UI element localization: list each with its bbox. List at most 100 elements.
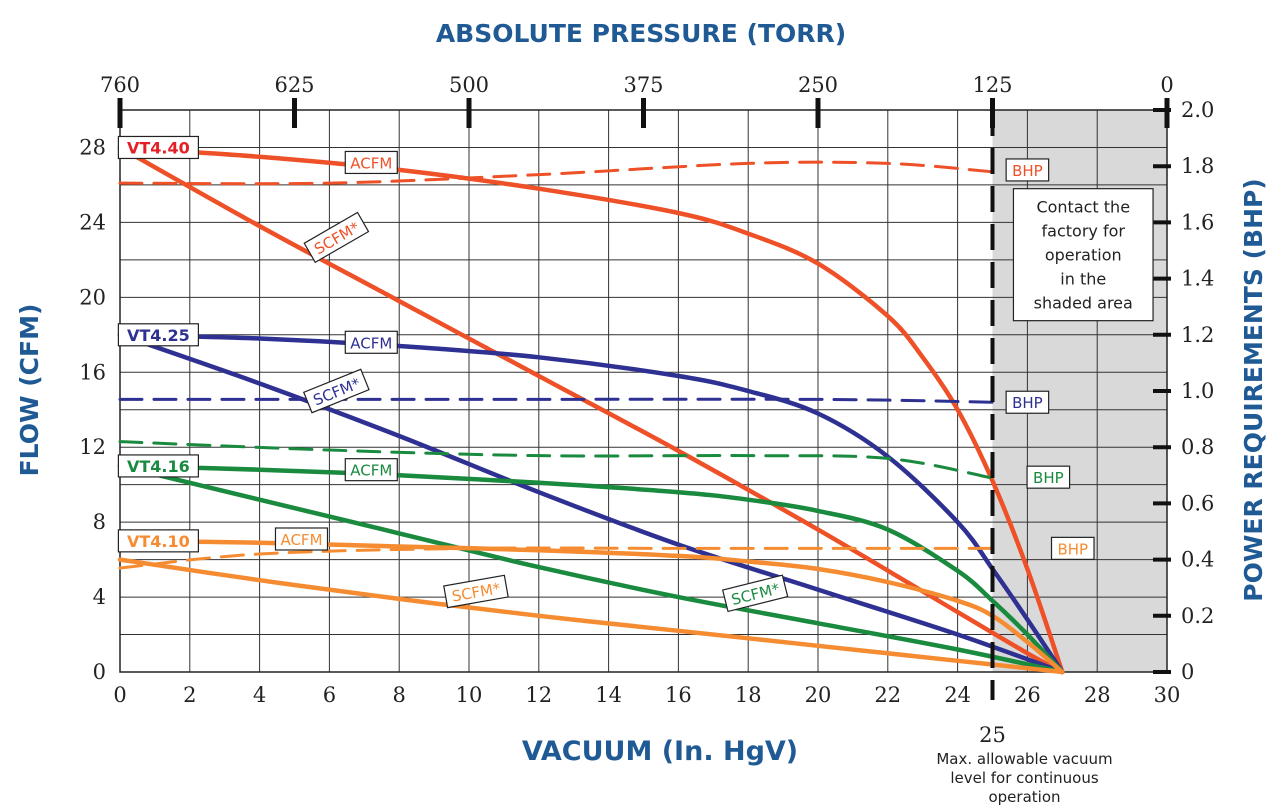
series-VT425-bhp (118, 397, 994, 404)
x-tick-label: 24 (944, 683, 971, 707)
curve-label: BHP (1012, 162, 1043, 180)
curve-label-box (302, 368, 370, 414)
curve-label-box (344, 150, 398, 175)
y2-tick-label: 1.6 (1181, 210, 1214, 234)
shaded-note-line: Contact the (1036, 198, 1130, 217)
curve-label-group: SCFM* (303, 211, 370, 264)
curve-label: BHP (1012, 394, 1043, 412)
series-VT425-acfm (117, 332, 1065, 675)
shaded-note-line: shaded area (1034, 294, 1133, 313)
curve-label-group: BHP (1050, 536, 1095, 560)
curve-labels: VT4.40 VT4.25 VT4.16 VT4.10 ACFM SCFM* BHP ACFM… (117, 135, 1095, 613)
y2-tick-label: 0.2 (1181, 604, 1214, 628)
y2-tick-label: 0.8 (1181, 435, 1214, 459)
series-VT440-bhp (118, 160, 994, 186)
top-tick-label: 625 (274, 73, 314, 97)
model-label-box (117, 323, 199, 347)
curve-label-group: SCFM* (302, 368, 370, 414)
x-tick-label: 0 (113, 683, 126, 707)
curve-label: ACFM (350, 334, 392, 352)
y2-tick-label: 2.0 (1181, 98, 1214, 122)
model-label-box (117, 454, 199, 478)
x-tick-label: 16 (665, 683, 692, 707)
curve-label-box (1050, 536, 1095, 560)
series-VT440-scfm (117, 145, 1065, 675)
model-label-group: VT4.16 (117, 454, 199, 478)
curve-label-group: BHP (1005, 390, 1050, 414)
y-tick-label: 28 (79, 135, 106, 159)
y-axis-title: FLOW (CFM) (15, 304, 44, 477)
max-vacuum-value: 25 (979, 723, 1006, 747)
x-tick-label: 20 (805, 683, 832, 707)
chart-title: ABSOLUTE PRESSURE (TORR) (436, 19, 846, 48)
top-tick-label: 375 (623, 73, 663, 97)
curve-label-box (344, 330, 398, 354)
curve-label-group: ACFM (274, 527, 329, 551)
curve-label-group: ACFM (344, 150, 398, 175)
series-VT425-scfm (117, 332, 1065, 675)
top-tick-label: 760 (100, 73, 140, 97)
curve-label-group: BHP (1005, 158, 1050, 182)
model-label: VT4.25 (127, 326, 190, 345)
curve-label-group: ACFM (344, 458, 398, 482)
curve-label: BHP (1033, 469, 1064, 487)
series-VT410-scfm (117, 557, 1065, 675)
notes: Contact the factory for operation in the sha… (936, 188, 1154, 806)
y2-axis-title: POWER REQUIREMENTS (BHP) (1239, 178, 1268, 602)
top-tick-label: 125 (972, 73, 1012, 97)
x-tick-label: 22 (874, 683, 901, 707)
shaded-note-line: factory for (1042, 222, 1126, 241)
shaded-note-line: in the (1060, 270, 1106, 289)
curve-label-box (344, 458, 398, 482)
curve-label: ACFM (350, 154, 392, 172)
top-tick-label: 0 (1160, 73, 1173, 97)
x-tick-label: 8 (393, 683, 406, 707)
y2-tick-label: 1.2 (1181, 323, 1214, 347)
y-tick-label: 16 (79, 360, 106, 384)
series-VT416-bhp (118, 440, 994, 480)
curve-label: ACFM (280, 531, 322, 549)
x-axis-title: VACUUM (In. HgV) (522, 736, 798, 767)
curve-label-group: SCFM* (721, 574, 789, 613)
curve-label-box (1005, 390, 1050, 414)
y-tick-label: 24 (79, 210, 106, 234)
curve-label-box (303, 211, 370, 264)
max-vacuum-note-line: level for continuous (950, 769, 1099, 787)
curve-label-box (443, 574, 509, 609)
curve-label-group: SCFM* (443, 574, 509, 609)
y2-tick-label: 0 (1181, 660, 1194, 684)
y-tick-label: 12 (79, 435, 106, 459)
x-tick-label: 30 (1154, 683, 1181, 707)
x-tick-label: 28 (1084, 683, 1111, 707)
curve-label: BHP (1057, 540, 1088, 558)
y2-tick-label: 1.8 (1181, 154, 1214, 178)
x-tick-label: 18 (735, 683, 762, 707)
model-label-box (117, 135, 199, 160)
curve-label-group: ACFM (344, 330, 398, 354)
top-tick-label: 500 (449, 73, 489, 97)
curve-label: ACFM (350, 462, 392, 480)
shaded-note-line: operation (1045, 246, 1122, 265)
curves (117, 110, 1065, 700)
x-tick-label: 12 (525, 683, 552, 707)
y2-tick-label: 1.0 (1181, 379, 1214, 403)
series-VT410-bhp (118, 546, 994, 570)
model-label: VT4.16 (127, 457, 190, 476)
curve-label-box (721, 574, 789, 613)
model-label-group: VT4.25 (117, 323, 199, 347)
series-VT416-scfm (117, 463, 1065, 675)
curve-label-group: BHP (1026, 465, 1071, 489)
model-label-group: VT4.10 (117, 529, 199, 553)
top-tick-label: 250 (798, 73, 838, 97)
ticks: 0 2 4 6 8 10 12 14 16 18 20 22 24 26 28 300481216202428… (79, 73, 1214, 707)
y2-tick-label: 0.6 (1181, 491, 1214, 515)
y-tick-label: 20 (79, 285, 106, 309)
x-tick-label: 14 (595, 683, 622, 707)
model-label: VT4.40 (127, 138, 190, 157)
max-vacuum-note-line: operation (988, 788, 1060, 806)
x-tick-label: 2 (183, 683, 196, 707)
x-tick-label: 6 (323, 683, 336, 707)
curve-label-box (1005, 158, 1050, 182)
y-tick-label: 8 (93, 510, 106, 534)
